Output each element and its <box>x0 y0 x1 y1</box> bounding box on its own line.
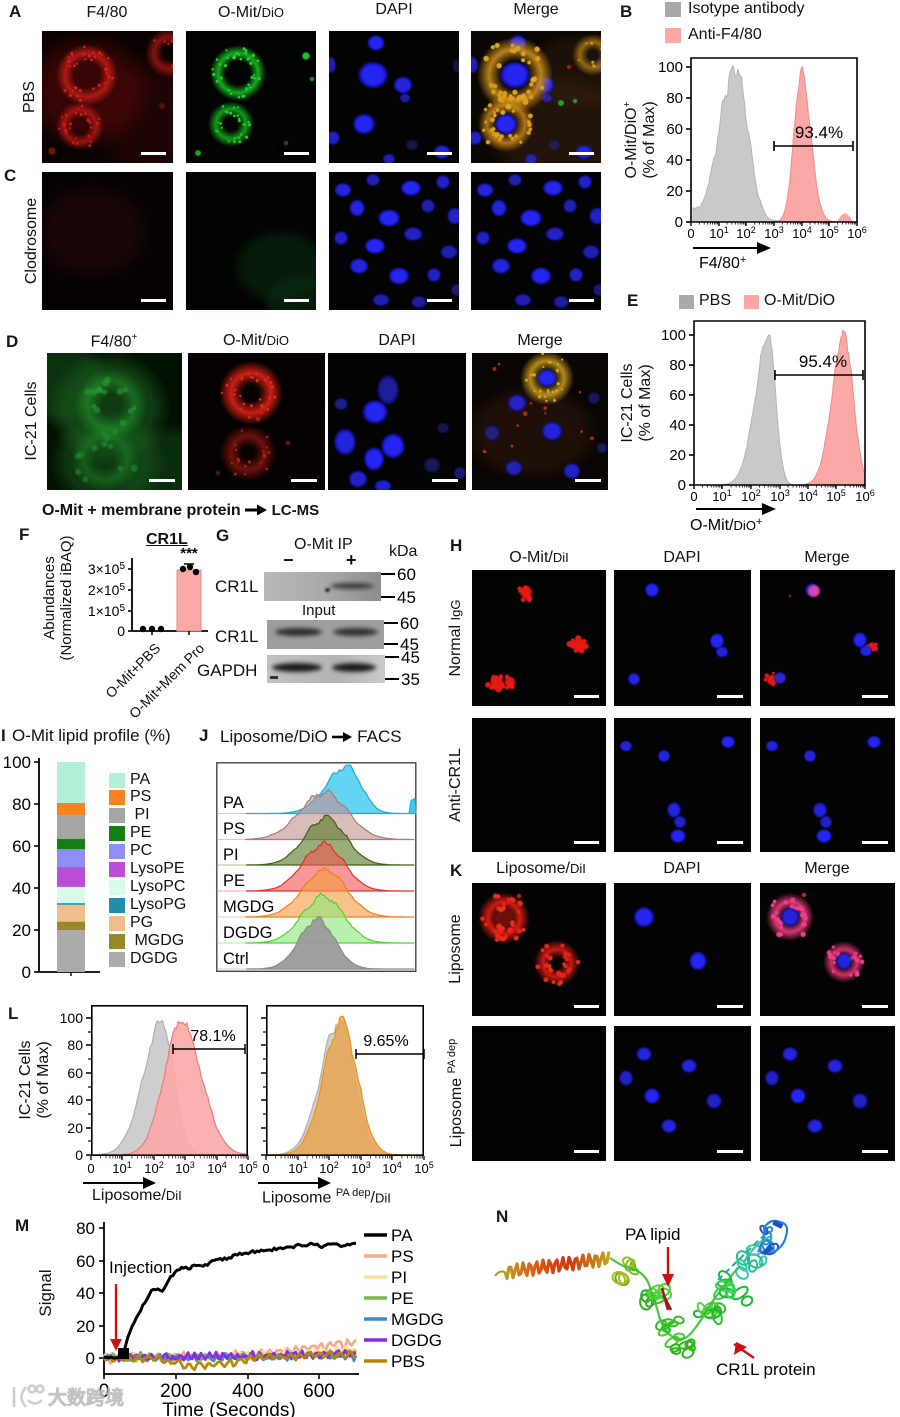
svg-text:102: 102 <box>741 488 760 504</box>
svg-text:101: 101 <box>288 1160 307 1176</box>
svg-text:101: 101 <box>712 488 731 504</box>
svg-text:40: 40 <box>669 417 686 434</box>
svg-text:60: 60 <box>76 1252 95 1271</box>
svg-text:105: 105 <box>819 225 838 241</box>
svg-text:93.4%: 93.4% <box>795 123 843 142</box>
svg-text:Time (Seconds): Time (Seconds) <box>162 1400 295 1417</box>
svg-text:78.1%: 78.1% <box>190 1028 235 1045</box>
svg-text:106: 106 <box>855 488 874 504</box>
svg-text:MGDG: MGDG <box>391 1310 444 1329</box>
svg-text:95.4%: 95.4% <box>799 352 847 371</box>
svg-text:PE: PE <box>391 1289 414 1308</box>
svg-text:0: 0 <box>22 963 31 982</box>
svg-text:0: 0 <box>678 477 686 494</box>
svg-text:PA: PA <box>391 1226 413 1245</box>
svg-text:0: 0 <box>75 1147 83 1163</box>
svg-text:102: 102 <box>319 1160 338 1176</box>
svg-text:100: 100 <box>60 1010 84 1026</box>
svg-text:CR1L protein: CR1L protein <box>716 1360 816 1379</box>
svg-text:DGDG: DGDG <box>223 924 273 942</box>
svg-text:40: 40 <box>12 879 31 898</box>
svg-text:80: 80 <box>67 1037 83 1053</box>
svg-text:105: 105 <box>414 1160 433 1176</box>
svg-text:35: 35 <box>401 670 420 689</box>
svg-text:102: 102 <box>736 225 755 241</box>
svg-text:PE: PE <box>223 872 245 890</box>
svg-text:80: 80 <box>76 1219 95 1238</box>
svg-text:103: 103 <box>764 225 783 241</box>
svg-text:O-Mit/DiO+: O-Mit/DiO+ <box>690 516 762 534</box>
svg-text:F4/80+: F4/80+ <box>699 254 746 272</box>
svg-text:45: 45 <box>401 648 420 667</box>
svg-text:PA lipid: PA lipid <box>625 1225 680 1244</box>
svg-text:20: 20 <box>67 1120 83 1136</box>
svg-text:80: 80 <box>669 357 686 374</box>
svg-text:20: 20 <box>76 1317 95 1336</box>
svg-text:104: 104 <box>798 488 817 504</box>
svg-text:60: 60 <box>666 121 683 138</box>
svg-text:200: 200 <box>160 1381 192 1402</box>
svg-text:0: 0 <box>690 489 697 504</box>
svg-text:105: 105 <box>238 1160 257 1176</box>
svg-text:PA: PA <box>223 794 244 812</box>
svg-text:103: 103 <box>175 1160 194 1176</box>
svg-text:0: 0 <box>687 226 694 241</box>
svg-text:100: 100 <box>658 59 683 76</box>
svg-text:80: 80 <box>666 90 683 107</box>
svg-text:3×105: 3×105 <box>88 561 126 577</box>
svg-text:45: 45 <box>400 635 419 654</box>
svg-text:9.65%: 9.65% <box>363 1033 408 1050</box>
svg-text:0: 0 <box>262 1161 269 1176</box>
svg-text:60: 60 <box>400 614 419 633</box>
svg-text:***: *** <box>180 545 198 562</box>
svg-text:PS: PS <box>223 820 245 838</box>
svg-text:600: 600 <box>303 1381 335 1402</box>
svg-text:104: 104 <box>207 1160 226 1176</box>
svg-text:1×105: 1×105 <box>88 603 126 619</box>
svg-text:40: 40 <box>76 1284 95 1303</box>
svg-text:60: 60 <box>67 1065 83 1081</box>
svg-text:101: 101 <box>112 1160 131 1176</box>
svg-text:100: 100 <box>661 327 686 344</box>
svg-text:40: 40 <box>666 152 683 169</box>
svg-text:103: 103 <box>351 1160 370 1176</box>
svg-text:80: 80 <box>12 795 31 814</box>
svg-text:MGDG: MGDG <box>223 898 274 916</box>
svg-text:103: 103 <box>770 488 789 504</box>
svg-text:101: 101 <box>709 225 728 241</box>
svg-text:20: 20 <box>669 447 686 464</box>
svg-text:Ctrl: Ctrl <box>223 950 249 968</box>
svg-text:104: 104 <box>792 225 811 241</box>
svg-text:0: 0 <box>87 1161 94 1176</box>
svg-text:PI: PI <box>223 846 239 864</box>
svg-text:PBS: PBS <box>391 1352 425 1371</box>
svg-text:20: 20 <box>666 183 683 200</box>
svg-text:PI: PI <box>391 1268 407 1287</box>
svg-text:102: 102 <box>144 1160 163 1176</box>
svg-text:60: 60 <box>12 837 31 856</box>
svg-text:0: 0 <box>86 1349 95 1368</box>
svg-text:Injection: Injection <box>109 1258 172 1277</box>
svg-text:60: 60 <box>669 387 686 404</box>
svg-text:60: 60 <box>397 565 416 584</box>
svg-text:20: 20 <box>12 921 31 940</box>
svg-text:PS: PS <box>391 1247 414 1266</box>
svg-text:106: 106 <box>847 225 866 241</box>
svg-text:40: 40 <box>67 1092 83 1108</box>
svg-text:105: 105 <box>826 488 845 504</box>
svg-text:0: 0 <box>99 1381 110 1402</box>
svg-text:DGDG: DGDG <box>391 1331 442 1350</box>
svg-text:104: 104 <box>382 1160 401 1176</box>
svg-text:100: 100 <box>3 753 31 772</box>
svg-text:2×105: 2×105 <box>88 582 126 598</box>
svg-text:大数跨境: 大数跨境 <box>48 1386 124 1409</box>
svg-text:400: 400 <box>232 1381 264 1402</box>
svg-text:0: 0 <box>675 214 683 231</box>
svg-text:45: 45 <box>397 588 416 607</box>
svg-text:0: 0 <box>117 623 125 639</box>
